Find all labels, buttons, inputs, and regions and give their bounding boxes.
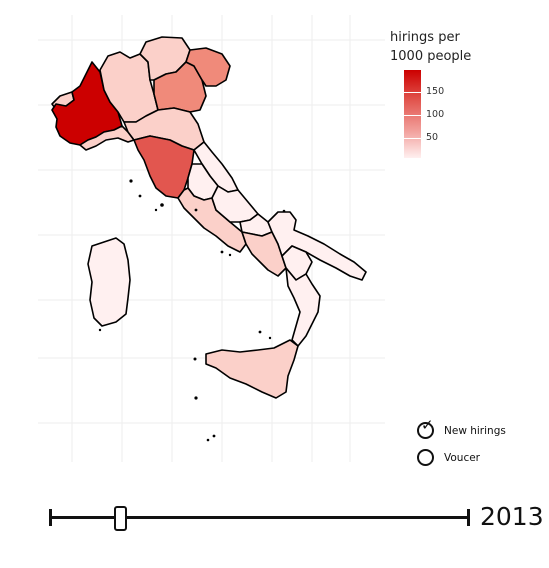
- legend-colorbar: [404, 70, 421, 158]
- radio-circle[interactable]: ✓: [417, 418, 434, 439]
- radio-label-voucer: Voucer: [444, 451, 480, 464]
- legend-tick-label: 50: [426, 132, 439, 143]
- legend-tick-label: 150: [426, 86, 445, 97]
- year-slider-track[interactable]: [50, 516, 469, 519]
- year-label: 2013: [480, 502, 544, 531]
- radio-voucer[interactable]: Voucer: [417, 449, 480, 466]
- legend-tickmark: [404, 138, 421, 139]
- year-slider-end-cap: [467, 509, 470, 526]
- legend-title-line1: hirings per: [390, 30, 460, 45]
- checkmark-icon: ✓: [421, 416, 434, 434]
- legend-title-line2: 1000 people: [390, 49, 472, 64]
- legend-tickmark: [404, 115, 421, 116]
- region-sicilia: [205, 339, 299, 399]
- minor-islands: [98, 179, 286, 442]
- region-friuli: [185, 47, 231, 87]
- region-calabria: [285, 267, 321, 347]
- radio-circle[interactable]: [417, 449, 434, 466]
- region-sardegna: [87, 237, 131, 327]
- radio-label-new-hirings: New hirings: [444, 424, 506, 437]
- legend-title: hirings per 1000 people: [390, 28, 471, 66]
- radio-new-hirings[interactable]: ✓ New hirings: [417, 418, 506, 439]
- legend-tickmark: [404, 92, 421, 93]
- year-slider-start-cap: [49, 509, 52, 526]
- year-slider-handle[interactable]: [114, 506, 127, 531]
- legend-tick-label: 100: [426, 109, 445, 120]
